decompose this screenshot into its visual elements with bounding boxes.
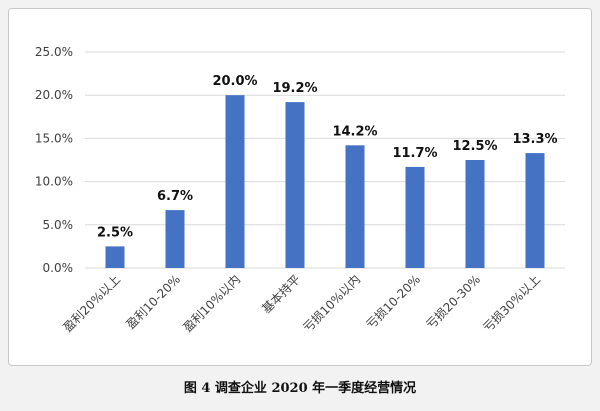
bar	[165, 210, 185, 268]
bar	[225, 95, 245, 268]
x-tick-label: 亏损10%以内	[300, 272, 363, 335]
bar	[465, 160, 485, 268]
data-label: 6.7%	[157, 189, 193, 204]
y-tick-label: 15.0%	[35, 131, 73, 145]
bar-chart: 0.0% 5.0% 10.0% 15.0% 20.0% 25.0% 2.5% 盈利20%以上 6…	[35, 45, 565, 335]
data-label: 2.5%	[97, 225, 133, 240]
y-tick-label: 25.0%	[35, 45, 73, 59]
x-tick-label: 盈利10%以内	[180, 272, 243, 335]
x-tick-label: 亏损30%以上	[480, 272, 543, 335]
y-tick-label: 0.0%	[43, 261, 74, 275]
bar	[525, 153, 545, 268]
data-label: 13.3%	[512, 132, 557, 147]
x-tick-label: 基本持平	[259, 272, 304, 317]
bar	[405, 166, 425, 268]
x-tick-label: 盈利10-20%	[124, 272, 184, 332]
data-label: 12.5%	[452, 139, 497, 154]
data-label: 11.7%	[392, 146, 437, 161]
x-tick-label: 亏损20-30%	[424, 272, 484, 332]
bar	[345, 145, 365, 268]
x-tick-label: 亏损10-20%	[364, 272, 424, 332]
bar	[285, 102, 305, 268]
x-tick-label: 盈利20%以上	[60, 272, 123, 335]
y-tick-label: 20.0%	[35, 88, 73, 102]
bar	[105, 246, 125, 268]
data-label: 19.2%	[272, 81, 317, 96]
y-tick-label: 10.0%	[35, 175, 73, 189]
data-label: 20.0%	[212, 74, 257, 89]
y-tick-label: 5.0%	[43, 218, 74, 232]
figure-caption: 图 4 调查企业 2020 年一季度经营情况	[183, 381, 417, 396]
data-label: 14.2%	[332, 124, 377, 139]
